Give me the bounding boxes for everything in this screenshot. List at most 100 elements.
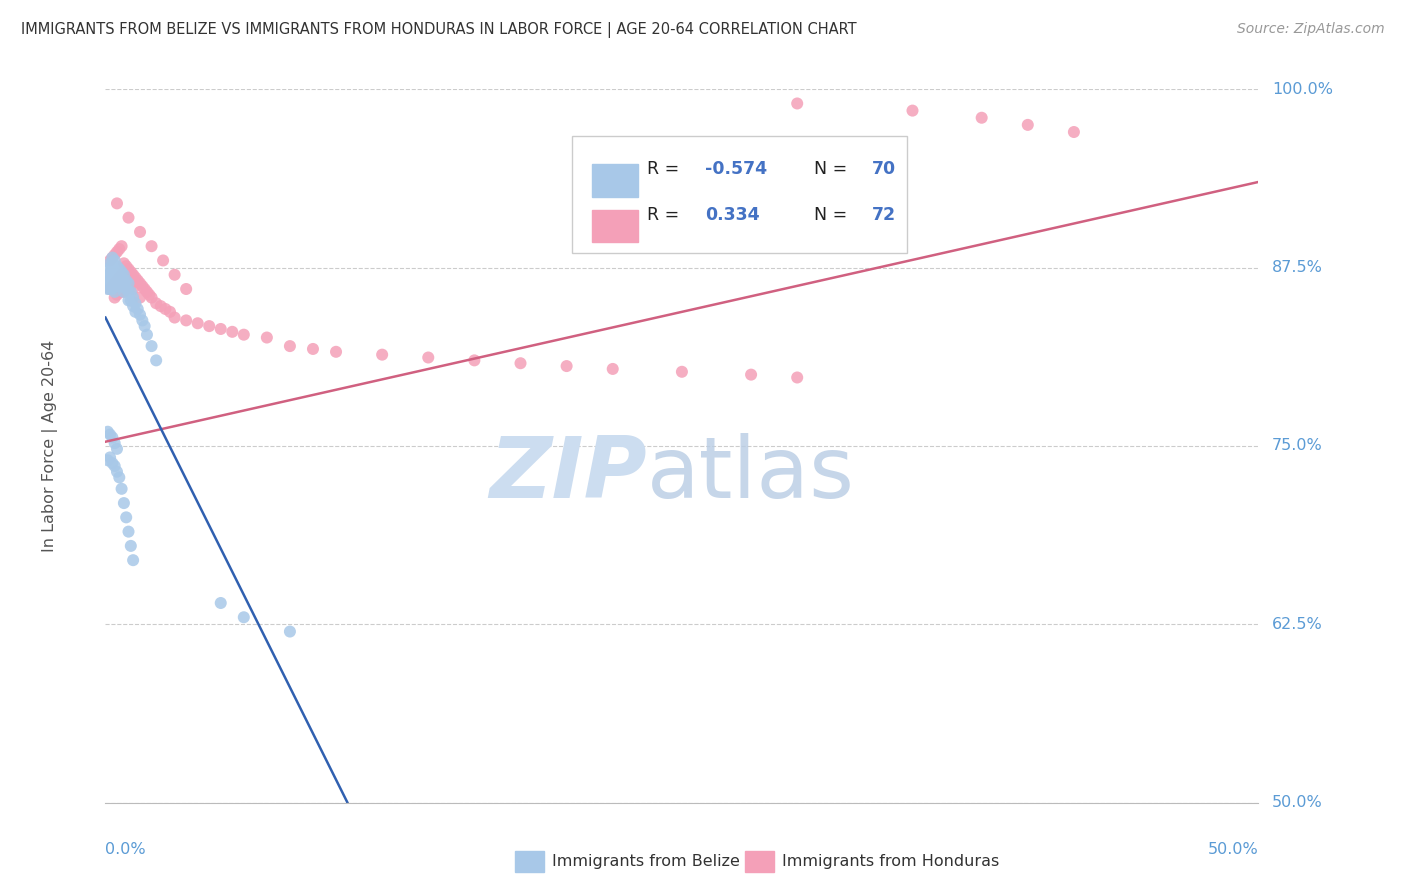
Point [786, 370, 808, 384]
Point [325, 344, 347, 359]
Bar [515, 851, 544, 872]
Point [371, 348, 394, 362]
Point [105, 244, 128, 259]
Point [134, 282, 156, 296]
Point [110, 482, 132, 496]
Point [136, 285, 159, 299]
Point [463, 353, 485, 368]
Point [105, 465, 128, 479]
Text: 72: 72 [872, 206, 896, 224]
Point [115, 273, 138, 287]
Point [129, 291, 152, 305]
Text: In Labor Force | Age 20-64: In Labor Force | Age 20-64 [42, 340, 58, 552]
Point [740, 368, 762, 382]
Text: N =: N = [814, 206, 853, 224]
Point [104, 253, 127, 268]
Point [112, 256, 135, 270]
Point [129, 225, 152, 239]
Point [115, 282, 138, 296]
Point [141, 291, 163, 305]
Point [232, 610, 254, 624]
Point [105, 259, 128, 273]
Text: Immigrants from Honduras: Immigrants from Honduras [782, 854, 1000, 869]
Point [555, 359, 578, 373]
Point [509, 356, 531, 370]
Point [101, 456, 124, 470]
Point [159, 305, 181, 319]
Point [970, 111, 993, 125]
Point [97, 425, 120, 439]
Point [108, 262, 131, 277]
Text: 75.0%: 75.0% [1272, 439, 1323, 453]
Point [105, 270, 128, 285]
Point [134, 319, 156, 334]
Point [117, 285, 139, 299]
Point [155, 301, 177, 316]
Point [112, 285, 135, 299]
Point [101, 279, 124, 293]
Point [115, 259, 138, 273]
Point [671, 365, 693, 379]
Point [104, 268, 127, 282]
Point [101, 430, 124, 444]
Text: R =: R = [647, 206, 690, 224]
Point [174, 313, 197, 327]
Point [105, 265, 128, 279]
Text: 70: 70 [872, 161, 896, 178]
Point [221, 325, 243, 339]
Point [786, 96, 808, 111]
Point [108, 270, 131, 285]
Point [122, 553, 145, 567]
Point [120, 265, 142, 279]
Point [112, 268, 135, 282]
Bar [592, 164, 638, 196]
Text: Source: ZipAtlas.com: Source: ZipAtlas.com [1237, 22, 1385, 37]
Point [104, 248, 127, 262]
Point [110, 279, 132, 293]
Point [120, 539, 142, 553]
Text: -0.574: -0.574 [704, 161, 768, 178]
Text: 0.0%: 0.0% [105, 842, 146, 857]
Point [110, 265, 132, 279]
Point [129, 277, 152, 291]
Text: 100.0%: 100.0% [1272, 82, 1333, 96]
Point [108, 268, 131, 282]
Point [131, 279, 153, 293]
Point [278, 624, 301, 639]
Point [97, 453, 120, 467]
Bar [592, 211, 638, 243]
Point [97, 282, 120, 296]
Point [101, 256, 124, 270]
Point [120, 293, 142, 308]
Text: atlas: atlas [647, 433, 855, 516]
Point [97, 275, 120, 289]
Point [115, 510, 138, 524]
Point [145, 353, 167, 368]
Point [98, 260, 121, 275]
Point [141, 339, 163, 353]
Point [108, 470, 131, 484]
Point [120, 285, 142, 299]
Point [145, 296, 167, 310]
Point [122, 291, 145, 305]
Text: 50.0%: 50.0% [1208, 842, 1258, 857]
Text: 62.5%: 62.5% [1272, 617, 1323, 632]
Point [127, 273, 149, 287]
Point [129, 308, 152, 322]
Point [117, 277, 139, 291]
Point [108, 242, 131, 256]
Point [124, 296, 146, 310]
Point [110, 268, 132, 282]
Point [120, 279, 142, 293]
Point [117, 211, 139, 225]
Point [117, 293, 139, 308]
Point [112, 277, 135, 291]
Point [602, 362, 624, 376]
Point [105, 273, 128, 287]
Point [98, 282, 121, 296]
Point [232, 327, 254, 342]
Text: 0.334: 0.334 [704, 206, 759, 224]
Point [101, 275, 124, 289]
Point [302, 342, 325, 356]
Point [98, 268, 121, 282]
